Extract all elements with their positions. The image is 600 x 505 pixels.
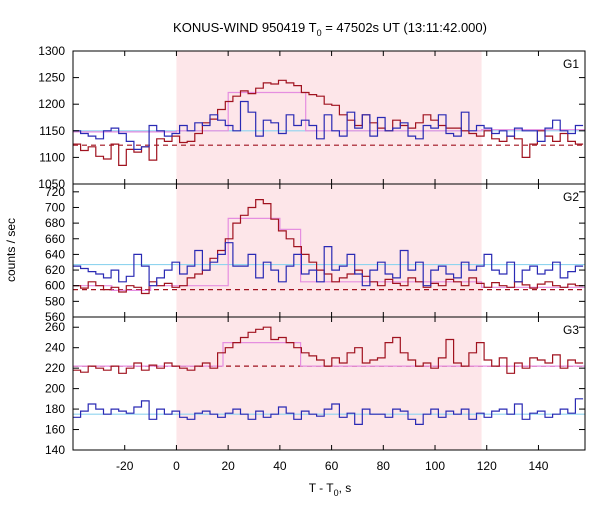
panel-data-layer — [73, 326, 585, 425]
burst-interval-highlight — [176, 184, 482, 317]
y-tick-label: 160 — [45, 423, 65, 437]
burst-interval-highlight — [176, 51, 482, 184]
x-tick-label: 40 — [273, 459, 287, 473]
x-tick-label: 0 — [173, 459, 180, 473]
panel-data-layer — [73, 79, 585, 166]
y-tick-label: 180 — [45, 402, 65, 416]
y-tick-label: 200 — [45, 382, 65, 396]
x-tick-label: 80 — [377, 459, 391, 473]
panel-label: G1 — [563, 57, 579, 71]
burst-interval-highlight — [176, 317, 482, 450]
y-tick-label: 260 — [45, 320, 65, 334]
blue-series-line — [73, 398, 584, 425]
y-tick-label: 1300 — [38, 44, 65, 58]
y-tick-label: 580 — [45, 294, 65, 308]
x-tick-label: 20 — [221, 459, 235, 473]
plot-layer: 105011001150120012501300G156058060062064… — [38, 44, 586, 473]
panel-label: G3 — [563, 323, 579, 337]
y-axis-label: counts / sec — [4, 218, 18, 282]
y-tick-label: 220 — [45, 361, 65, 375]
y-tick-label: 1050 — [38, 177, 65, 191]
red-series-line — [73, 326, 584, 374]
y-tick-label: 680 — [45, 216, 65, 230]
y-tick-label: 660 — [45, 232, 65, 246]
x-tick-label: 140 — [528, 459, 548, 473]
y-tick-label: 1150 — [39, 124, 65, 138]
blue-series-line — [73, 242, 584, 287]
chart-title: KONUS-WIND 950419 T0 = 47502s UT (13:11:… — [173, 20, 487, 38]
x-tick-label: 120 — [477, 459, 497, 473]
y-tick-label: 720 — [45, 185, 65, 199]
red-series-line — [73, 79, 584, 166]
pink-model-steps — [73, 91, 585, 133]
y-tick-label: 1200 — [38, 97, 65, 111]
y-tick-label: 1100 — [39, 150, 65, 164]
panel-g3: 140 160 180 200 220 240 260 G3 — [45, 316, 586, 457]
blue-series-line — [73, 100, 584, 150]
y-tick-label: 1250 — [38, 71, 65, 85]
y-tick-label: 620 — [45, 263, 65, 277]
panel-data-layer — [73, 199, 585, 295]
panel-frame — [72, 316, 586, 451]
x-tick-label: -20 — [116, 459, 134, 473]
y-tick-label: 140 — [45, 443, 65, 457]
y-tick-label: 240 — [45, 341, 65, 355]
x-tick-label: 60 — [325, 459, 339, 473]
y-tick-label: 560 — [45, 310, 65, 324]
x-tick-label: 100 — [425, 459, 445, 473]
y-tick-label: 700 — [45, 200, 65, 214]
panel-g1: 1050 1100 1150 1200 1250 1300 G1 — [38, 44, 586, 191]
y-tick-label: 640 — [45, 247, 65, 261]
y-tick-label: 600 — [45, 279, 65, 293]
x-axis-label: T - T0, s — [309, 481, 352, 498]
panel-label: G2 — [563, 190, 579, 204]
red-series-line — [73, 199, 584, 295]
